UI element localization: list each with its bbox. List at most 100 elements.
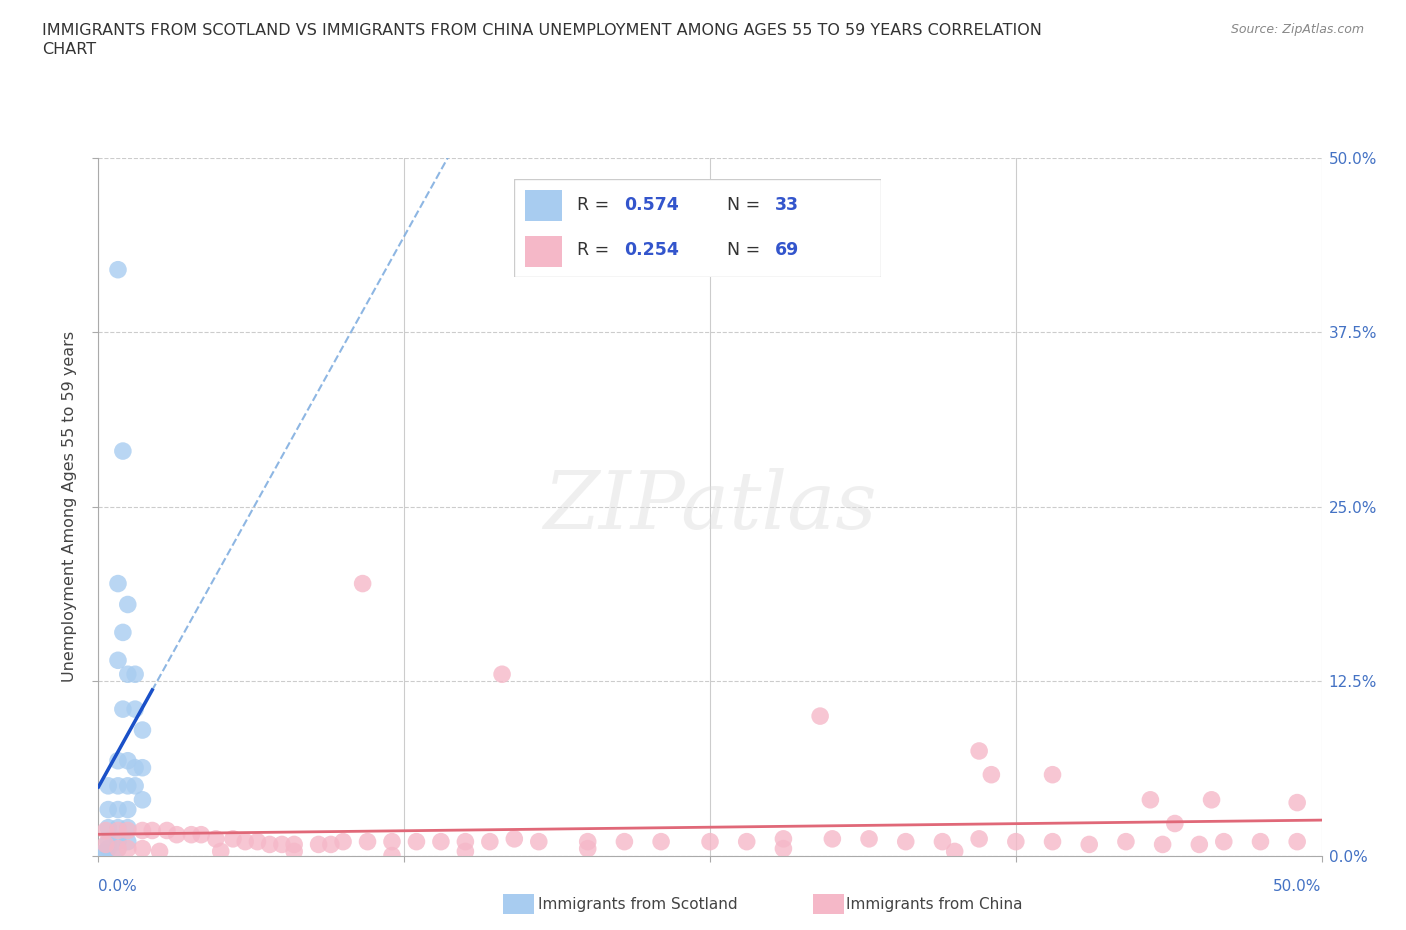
Point: [131, 842, 153, 856]
Point: [503, 831, 526, 846]
Point: [111, 702, 134, 717]
Point: [107, 653, 129, 668]
Point: [283, 844, 305, 859]
Point: [117, 753, 139, 768]
Point: [352, 577, 374, 591]
Point: [117, 834, 139, 849]
Point: [405, 834, 427, 849]
Point: [233, 834, 256, 849]
Point: [97, 802, 120, 817]
Point: [454, 834, 477, 849]
Point: [283, 837, 305, 852]
Point: [141, 823, 163, 838]
Point: [131, 792, 153, 807]
Point: [131, 761, 153, 776]
Point: [1286, 834, 1309, 849]
Y-axis label: Unemployment Among Ages 55 to 59 years: Unemployment Among Ages 55 to 59 years: [62, 331, 77, 683]
Point: [124, 702, 146, 717]
Text: 50.0%: 50.0%: [1274, 879, 1322, 894]
Point: [149, 844, 172, 859]
Point: [107, 753, 129, 768]
Point: [124, 761, 146, 776]
Point: [124, 667, 146, 682]
Point: [332, 834, 354, 849]
Point: [1286, 795, 1309, 810]
Point: [931, 834, 953, 849]
Point: [980, 767, 1002, 782]
Point: [107, 778, 129, 793]
Point: [1115, 834, 1137, 849]
Point: [1004, 834, 1026, 849]
Point: [107, 823, 129, 838]
Text: Source: ZipAtlas.com: Source: ZipAtlas.com: [1230, 23, 1364, 36]
Point: [117, 778, 139, 793]
Point: [1249, 834, 1271, 849]
Point: [308, 837, 330, 852]
Point: [478, 834, 501, 849]
Point: [1212, 834, 1234, 849]
Point: [576, 842, 599, 856]
Point: [107, 842, 129, 856]
Point: [1042, 834, 1064, 849]
Point: [381, 848, 404, 863]
Point: [107, 820, 129, 835]
Point: [97, 834, 120, 849]
Point: [1152, 837, 1174, 852]
Point: [166, 828, 188, 843]
Text: IMMIGRANTS FROM SCOTLAND VS IMMIGRANTS FROM CHINA UNEMPLOYMENT AMONG AGES 55 TO : IMMIGRANTS FROM SCOTLAND VS IMMIGRANTS F…: [42, 23, 1042, 38]
Point: [97, 820, 120, 835]
Point: [94, 823, 117, 838]
Point: [117, 823, 139, 838]
Point: [97, 842, 120, 856]
Point: [94, 837, 117, 852]
Point: [699, 834, 721, 849]
Point: [1078, 837, 1101, 852]
Text: Immigrants from Scotland: Immigrants from Scotland: [538, 897, 738, 912]
Point: [117, 820, 139, 835]
Point: [527, 834, 550, 849]
Point: [1164, 817, 1187, 831]
Point: [190, 828, 212, 843]
Point: [1201, 792, 1223, 807]
Point: [613, 834, 636, 849]
Point: [1139, 792, 1161, 807]
Point: [576, 834, 599, 849]
Point: [821, 831, 844, 846]
Point: [894, 834, 917, 849]
Point: [356, 834, 378, 849]
Text: ZIPatlas: ZIPatlas: [543, 468, 877, 546]
Point: [259, 837, 281, 852]
Point: [117, 842, 139, 856]
Point: [117, 597, 139, 612]
Point: [943, 844, 966, 859]
Text: 0.0%: 0.0%: [98, 879, 138, 894]
Point: [180, 828, 202, 843]
Point: [454, 844, 477, 859]
Point: [772, 842, 794, 856]
Point: [491, 667, 513, 682]
Point: [131, 723, 153, 737]
Point: [246, 834, 269, 849]
Point: [858, 831, 880, 846]
Point: [156, 823, 179, 838]
Point: [967, 831, 990, 846]
Point: [111, 444, 134, 458]
Point: [91, 845, 114, 860]
Point: [107, 262, 129, 277]
Point: [209, 844, 232, 859]
Point: [808, 709, 831, 724]
Point: [94, 845, 117, 860]
Point: [117, 802, 139, 817]
Point: [131, 823, 153, 838]
Point: [97, 778, 120, 793]
Point: [205, 831, 228, 846]
Point: [111, 625, 134, 640]
Point: [381, 834, 404, 849]
Point: [222, 831, 245, 846]
Text: CHART: CHART: [42, 42, 96, 57]
Point: [772, 831, 794, 846]
Text: Immigrants from China: Immigrants from China: [846, 897, 1024, 912]
Point: [967, 744, 990, 759]
Point: [650, 834, 672, 849]
Point: [107, 802, 129, 817]
